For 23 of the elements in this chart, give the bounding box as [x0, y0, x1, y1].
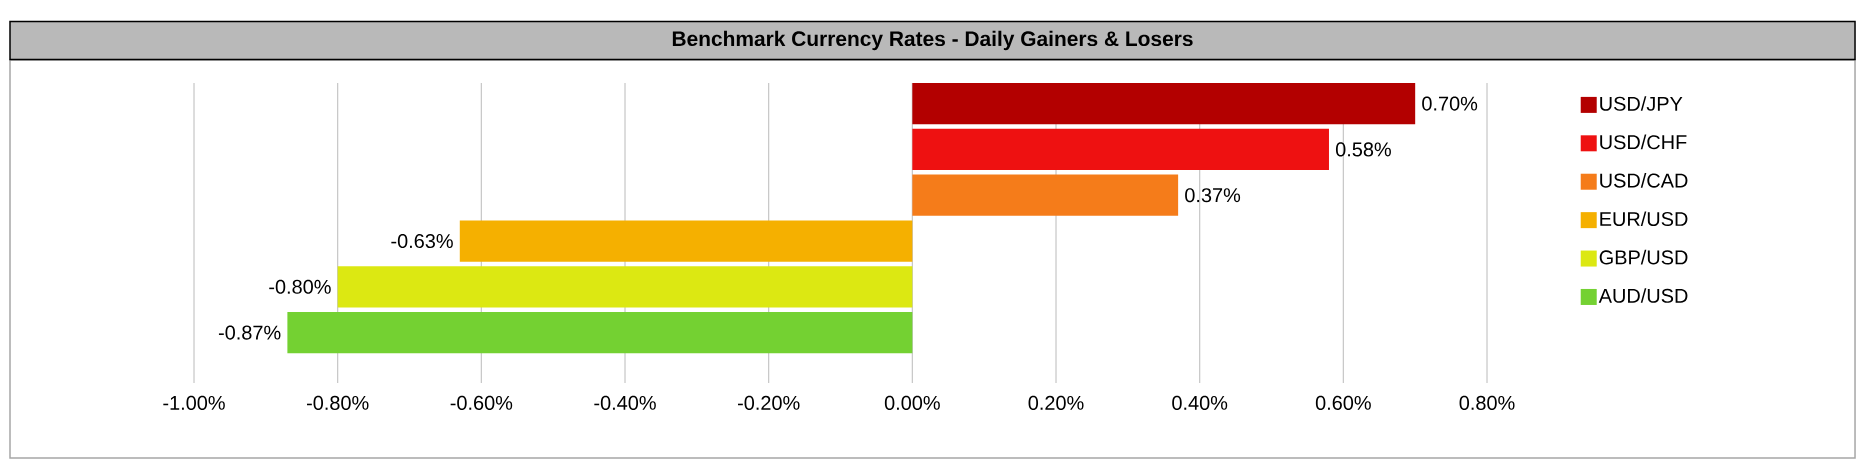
data-label: -0.63% — [391, 233, 453, 249]
legend-label: USD/JPY — [1600, 96, 1683, 111]
x-tick-label: 0.80% — [1459, 395, 1515, 410]
x-tick-label: -0.80% — [306, 395, 369, 410]
x-tick-label: -0.40% — [594, 395, 656, 410]
x-tick-label: -0.60% — [450, 395, 513, 410]
data-label: -0.80% — [269, 279, 331, 294]
data-label: 0.58% — [1335, 142, 1391, 157]
x-tick-label: -0.20% — [738, 395, 800, 410]
x-tick-label: 0.40% — [1172, 395, 1228, 410]
legend-label: GBP/USD — [1599, 249, 1688, 265]
data-label: -0.87% — [218, 325, 281, 340]
legend-label: USD/CAD — [1600, 173, 1688, 188]
x-tick-label: 0.20% — [1028, 395, 1084, 410]
chart-title: Benchmark Currency Rates - Daily Gainers & Losers — [672, 30, 1193, 51]
x-tick-label: 0.00% — [884, 395, 940, 410]
x-tick-label: -1.00% — [163, 395, 225, 410]
data-label: 0.70% — [1422, 96, 1478, 111]
legend-label: EUR/USD — [1600, 211, 1688, 227]
legend-label: AUD/USD — [1598, 288, 1688, 303]
data-label: 0.37% — [1185, 188, 1241, 203]
legend-label: USD/CHF — [1600, 134, 1687, 150]
x-tick-label: 0.60% — [1315, 395, 1371, 410]
